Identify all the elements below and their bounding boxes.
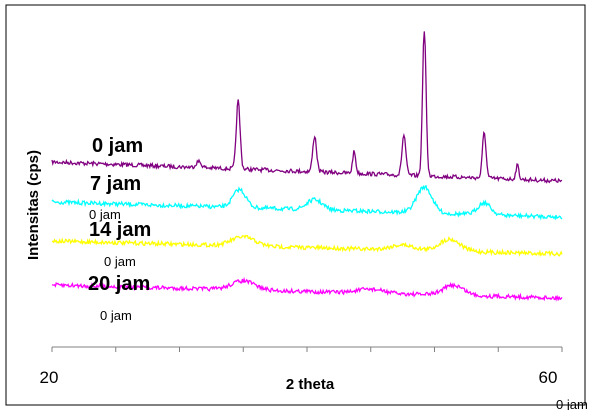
series-trace-7-jam [51, 184, 563, 221]
chart-frame [5, 4, 586, 406]
corner-label: 0 jam [556, 397, 588, 410]
series-sublabel-14-jam: 0 jam [104, 254, 136, 269]
x-axis-ticks [51, 347, 563, 352]
x-tick-label-60: 60 [539, 368, 558, 387]
series-sublabel-7-jam: 0 jam [89, 207, 121, 222]
x-tick-label-20: 20 [40, 368, 59, 387]
x-axis-title: 2 theta [286, 376, 335, 393]
series-traces [51, 31, 563, 302]
y-axis-title: Intensitas (cps) [25, 150, 42, 260]
series-label-7-jam: 7 jam [90, 173, 141, 195]
series-label-20-jam: 20 jam [88, 273, 150, 295]
series-label-14-jam: 14 jam [89, 219, 151, 241]
series-trace-14-jam [52, 234, 563, 258]
series-label-0-jam: 0 jam [92, 135, 143, 157]
series-sublabel-20-jam: 0 jam [100, 308, 132, 323]
series-trace-20-jam [51, 276, 563, 302]
series-trace-0-jam [51, 31, 563, 184]
